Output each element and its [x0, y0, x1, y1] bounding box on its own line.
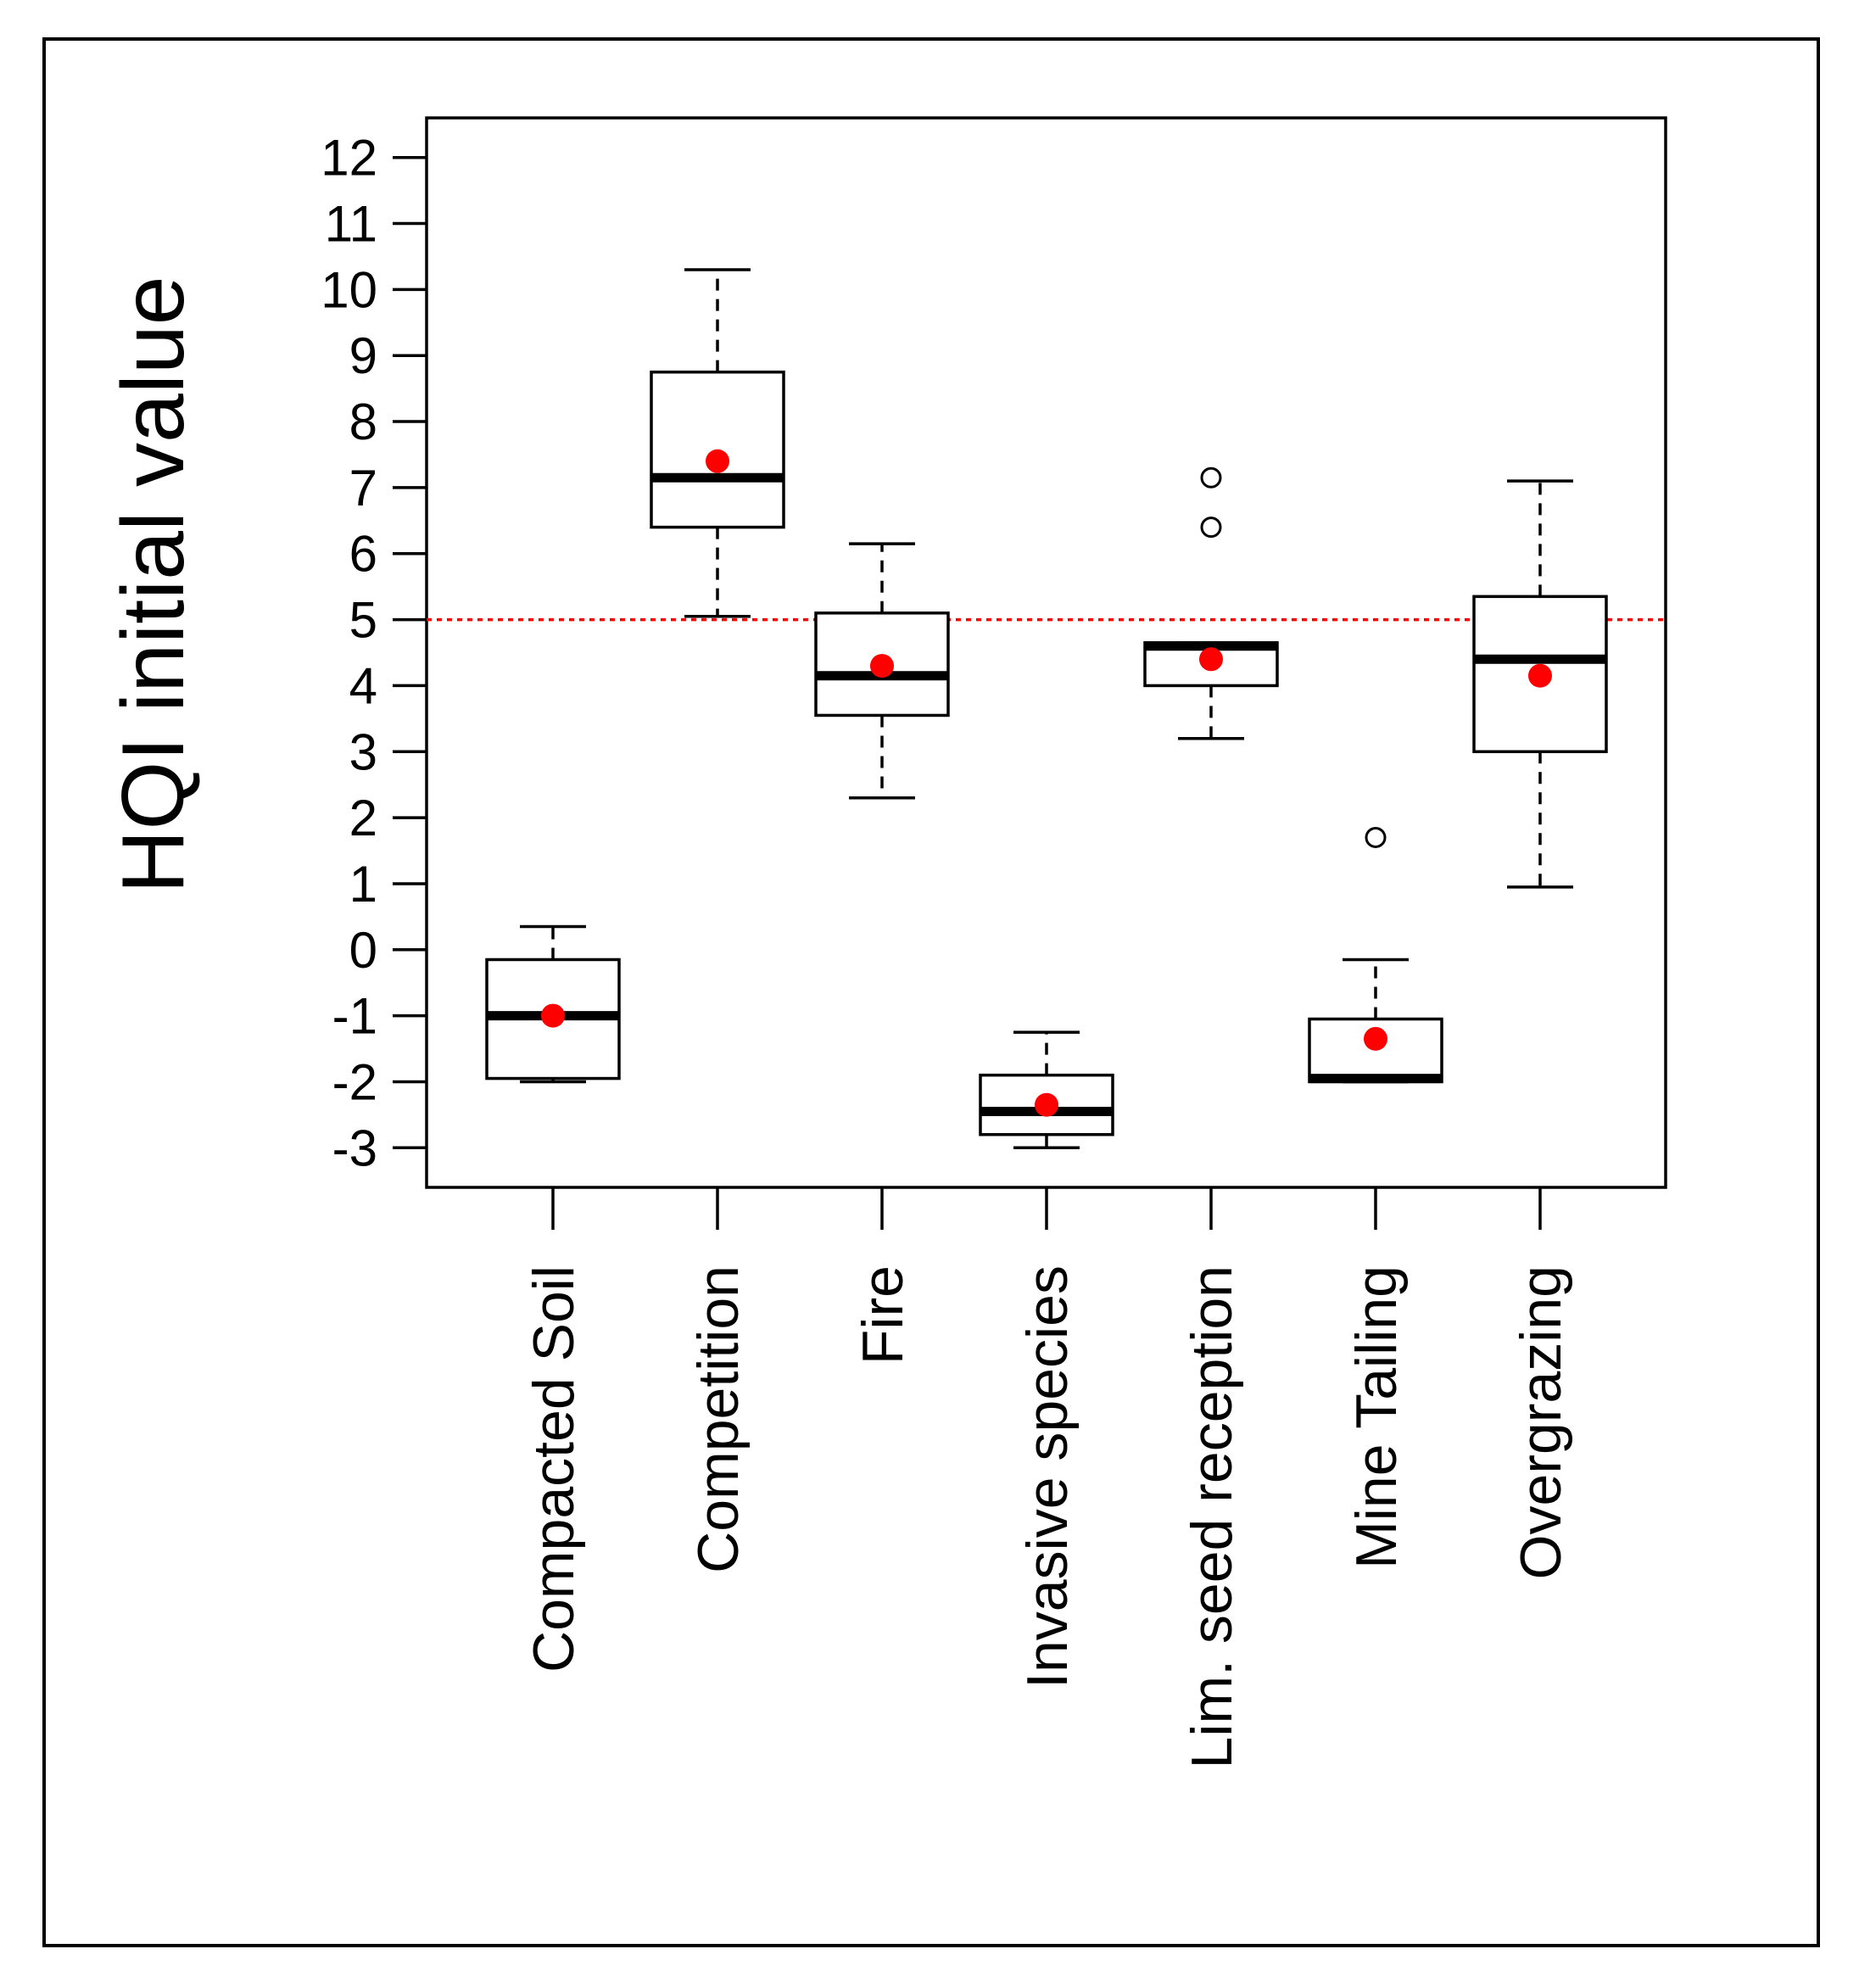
y-tick-label: 9 — [349, 327, 377, 384]
y-tick-label: 10 — [321, 261, 377, 318]
mean-point — [1035, 1092, 1058, 1117]
mean-point — [706, 449, 729, 473]
boxplot-compacted-soil — [485, 924, 621, 1084]
mean-point — [1199, 647, 1223, 672]
boxplot-competition — [650, 268, 785, 618]
y-tick-label: -1 — [332, 988, 377, 1045]
x-axis: Compacted Soil Competition Fire Invasive sp… — [522, 1187, 1573, 1768]
boxplot-invasive-species — [979, 1030, 1114, 1150]
mean-point — [1528, 663, 1552, 688]
boxplot-mine-tailing — [1308, 826, 1443, 1084]
y-tick-label: 11 — [325, 196, 377, 253]
y-tick-label: 7 — [349, 460, 377, 517]
y-tick-label: 4 — [349, 657, 377, 714]
y-tick-label: 3 — [349, 723, 377, 780]
x-tick-label: Compacted Soil — [522, 1265, 586, 1672]
outlier-point — [1365, 826, 1387, 848]
y-tick-label: 12 — [321, 130, 377, 187]
mean-point — [541, 1003, 565, 1028]
x-tick-label: Fire — [851, 1265, 915, 1365]
mean-point — [1364, 1026, 1387, 1051]
y-tick-label: 6 — [349, 526, 377, 583]
boxplot-fire — [814, 542, 950, 800]
boxplot-overgrazing — [1472, 479, 1608, 889]
boxplot-lim-seed-reception — [1143, 466, 1279, 740]
outlier-point — [1200, 466, 1222, 489]
y-tick-label: -3 — [332, 1120, 377, 1176]
y-tick-label: 8 — [349, 394, 377, 450]
y-tick-label: 1 — [349, 856, 377, 913]
y-tick-label: 5 — [349, 592, 377, 649]
y-tick-label: 0 — [349, 922, 377, 979]
y-tick-label: -2 — [332, 1053, 377, 1110]
box-layer — [485, 268, 1608, 1150]
x-tick-label: Lim. seed reception — [1180, 1265, 1244, 1768]
figure-frame — [42, 37, 1820, 1947]
x-tick-label: Mine Tailing — [1344, 1265, 1409, 1569]
x-tick-label: Invasive species — [1015, 1265, 1080, 1689]
x-tick-label: Overgrazing — [1509, 1265, 1573, 1579]
y-axis-title: HQI initial value — [104, 276, 203, 893]
y-tick-label: 2 — [349, 790, 377, 846]
outlier-point — [1200, 517, 1222, 539]
x-tick-label: Competition — [686, 1265, 751, 1573]
mean-point — [870, 654, 894, 678]
